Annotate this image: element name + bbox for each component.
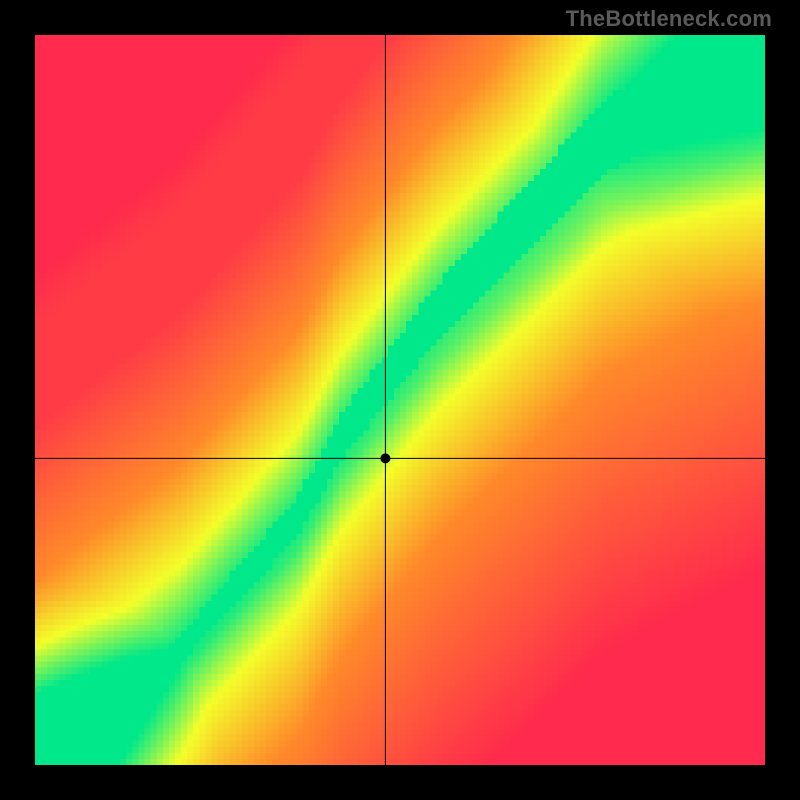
watermark-text: TheBottleneck.com [566,6,772,32]
bottleneck-heatmap [35,35,765,765]
